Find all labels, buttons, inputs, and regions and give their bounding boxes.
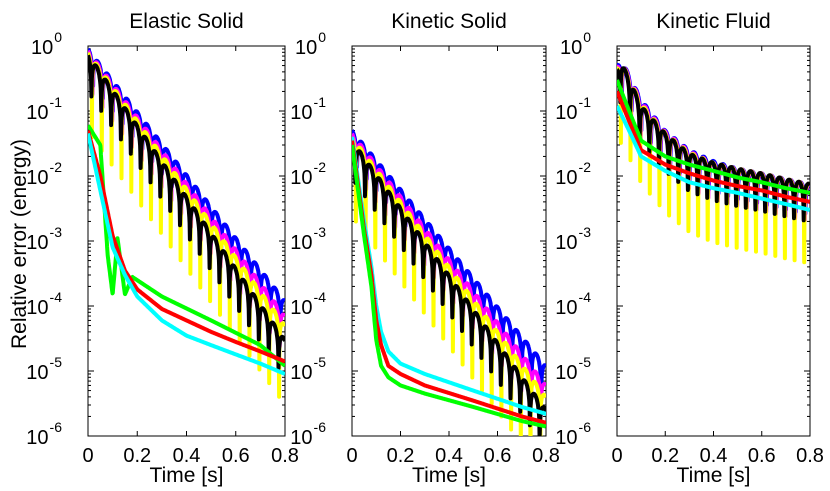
plots: Elastic Solid Time [s] 0 0.2 0.4 0.6 0.8 100 10-… <box>26 10 824 487</box>
x-tick-label: 0.4 <box>435 445 463 467</box>
y-tick-label: 10-2 <box>555 159 591 189</box>
series-line-6 <box>617 90 810 204</box>
x-tick-label: 0.2 <box>387 445 415 467</box>
y-tick-label: 10-3 <box>290 224 326 254</box>
y-tick-label: 10-1 <box>26 94 62 124</box>
subplot-1: Elastic Solid Time [s] 0 0.2 0.4 0.6 0.8 100 10-… <box>26 10 299 487</box>
x-tick-label: 0.8 <box>271 445 299 467</box>
y-tick-label: 10-3 <box>26 224 62 254</box>
y-tick-label: 10-6 <box>555 419 591 449</box>
y-tick-label: 10-1 <box>290 94 326 124</box>
subplot-3: Kinetic Fluid Time [s] 0 0.2 0.4 0.6 0.8 100 10-… <box>555 10 824 487</box>
x-tick-label: 0.8 <box>796 445 824 467</box>
x-tick-label: 0.4 <box>700 445 728 467</box>
series-line-7 <box>352 144 546 429</box>
x-axis-label: Time [s] <box>150 464 224 487</box>
series-line-1 <box>617 63 810 216</box>
y-tick-label: 10-6 <box>26 419 62 449</box>
series-line-4 <box>352 140 546 436</box>
series-line-7 <box>88 132 285 376</box>
subplot-2: Kinetic Solid Time [s] 0 0.2 0.4 0.6 0.8 100 10-… <box>290 10 560 487</box>
y-tick-label: 100 <box>31 29 62 59</box>
x-tick-label: 0 <box>611 445 622 467</box>
y-tick-label: 100 <box>560 29 591 59</box>
y-tick-label: 10-5 <box>26 354 62 384</box>
y-tick-label: 100 <box>295 29 326 59</box>
x-tick-label: 0 <box>346 445 357 467</box>
y-tick-label: 10-4 <box>555 289 591 319</box>
y-tick-label: 10-4 <box>290 289 326 319</box>
y-axis-label: Relative error (energy) <box>8 139 31 349</box>
series-line-5 <box>617 78 810 195</box>
series-line-7 <box>617 104 810 212</box>
y-tick-label: 10-3 <box>555 224 591 254</box>
series-group <box>352 128 546 436</box>
subplot-title: Kinetic Solid <box>391 10 507 33</box>
x-tick-label: 0.2 <box>651 445 679 467</box>
x-tick-label: 0.8 <box>532 445 560 467</box>
series-line-6 <box>352 140 546 425</box>
series-group <box>617 63 810 265</box>
x-tick-label: 0.2 <box>123 445 151 467</box>
y-tick-label: 10-6 <box>290 419 326 449</box>
y-tick-label: 10-5 <box>555 354 591 384</box>
y-tick-label: 10-2 <box>290 159 326 189</box>
y-tick-label: 10-1 <box>555 94 591 124</box>
x-tick-label: 0 <box>82 445 93 467</box>
x-tick-label: 0.6 <box>484 445 512 467</box>
x-axis-label: Time [s] <box>412 464 486 487</box>
x-tick-label: 0.4 <box>173 445 201 467</box>
subplot-title: Kinetic Fluid <box>656 10 770 33</box>
subplot-title: Elastic Solid <box>129 10 243 33</box>
x-tick-label: 0.6 <box>748 445 776 467</box>
y-tick-label: 10-2 <box>26 159 62 189</box>
y-tick-label: 10-5 <box>290 354 326 384</box>
series-line-5 <box>352 136 546 416</box>
series-line-4 <box>88 54 285 371</box>
series-line-6 <box>88 129 285 364</box>
y-tick-label: 10-4 <box>26 289 62 319</box>
x-tick-label: 0.6 <box>222 445 250 467</box>
series-group <box>88 47 285 399</box>
x-axis-label: Time [s] <box>677 464 751 487</box>
